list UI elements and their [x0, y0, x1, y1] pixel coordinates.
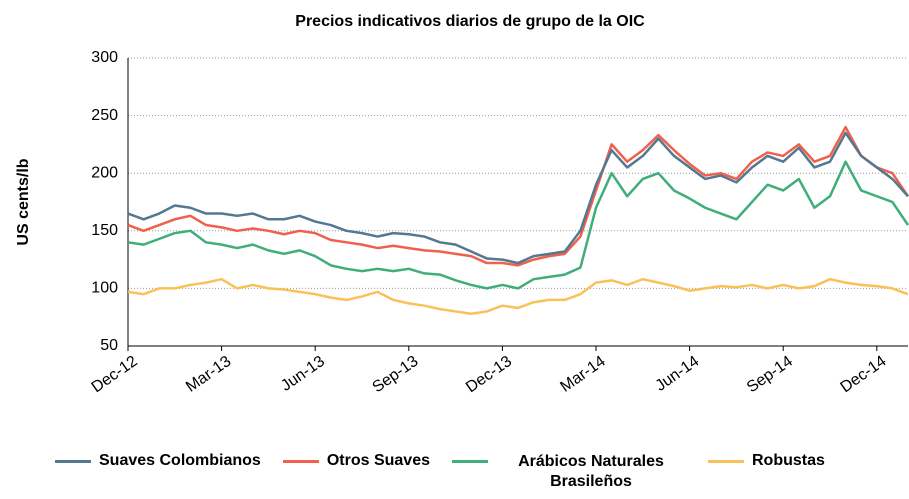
- legend-swatch: [55, 460, 91, 463]
- chart-title: Precios indicativos diarios de grupo de …: [295, 13, 645, 30]
- legend-swatch: [282, 460, 319, 463]
- legend-label: Otros Suaves: [326, 452, 430, 469]
- x-tick-label: Dec-14: [838, 353, 890, 397]
- legend: Suaves Colombianos Otros Suaves Arábicos N…: [55, 452, 825, 492]
- x-tick-label: Dec-13: [463, 353, 515, 397]
- y-tick-label: 200: [91, 164, 118, 181]
- x-tick-label: Mar-13: [183, 353, 234, 396]
- y-tick-label: 50: [100, 337, 118, 354]
- y-tick-label: 150: [91, 222, 118, 239]
- x-tick-label: Sep-13: [370, 353, 422, 397]
- legend-swatch: [451, 460, 488, 463]
- x-tick-label: Dec-12: [89, 353, 141, 397]
- x-tick-label: Jun-13: [278, 353, 328, 395]
- x-tick-label: Mar-14: [557, 353, 608, 396]
- y-tick-label: 250: [91, 107, 118, 124]
- x-tick-label: Jun-14: [652, 353, 702, 395]
- legend-item: Arábicos Naturales Brasileños: [451, 452, 686, 492]
- series-line: [127, 277, 909, 315]
- legend-item: Robustas: [707, 452, 825, 470]
- legend-label: Robustas: [751, 452, 825, 469]
- legend-label: Suaves Colombianos: [99, 452, 261, 469]
- series-line: [127, 160, 909, 290]
- series-line: [127, 125, 909, 267]
- x-tick-label: Sep-14: [744, 353, 796, 397]
- legend-label: Arábicos Naturales Brasileños: [518, 453, 664, 490]
- y-tick-label: 300: [91, 49, 118, 66]
- legend-swatch: [707, 460, 744, 463]
- y-axis-label: US cents/lb: [15, 158, 32, 245]
- series-line: [127, 131, 909, 265]
- y-tick-label: 100: [91, 280, 118, 297]
- legend-item: Otros Suaves: [282, 452, 430, 470]
- chart: Precios indicativos diarios de grupo de …: [15, 13, 909, 397]
- legend-item: Suaves Colombianos: [55, 452, 261, 470]
